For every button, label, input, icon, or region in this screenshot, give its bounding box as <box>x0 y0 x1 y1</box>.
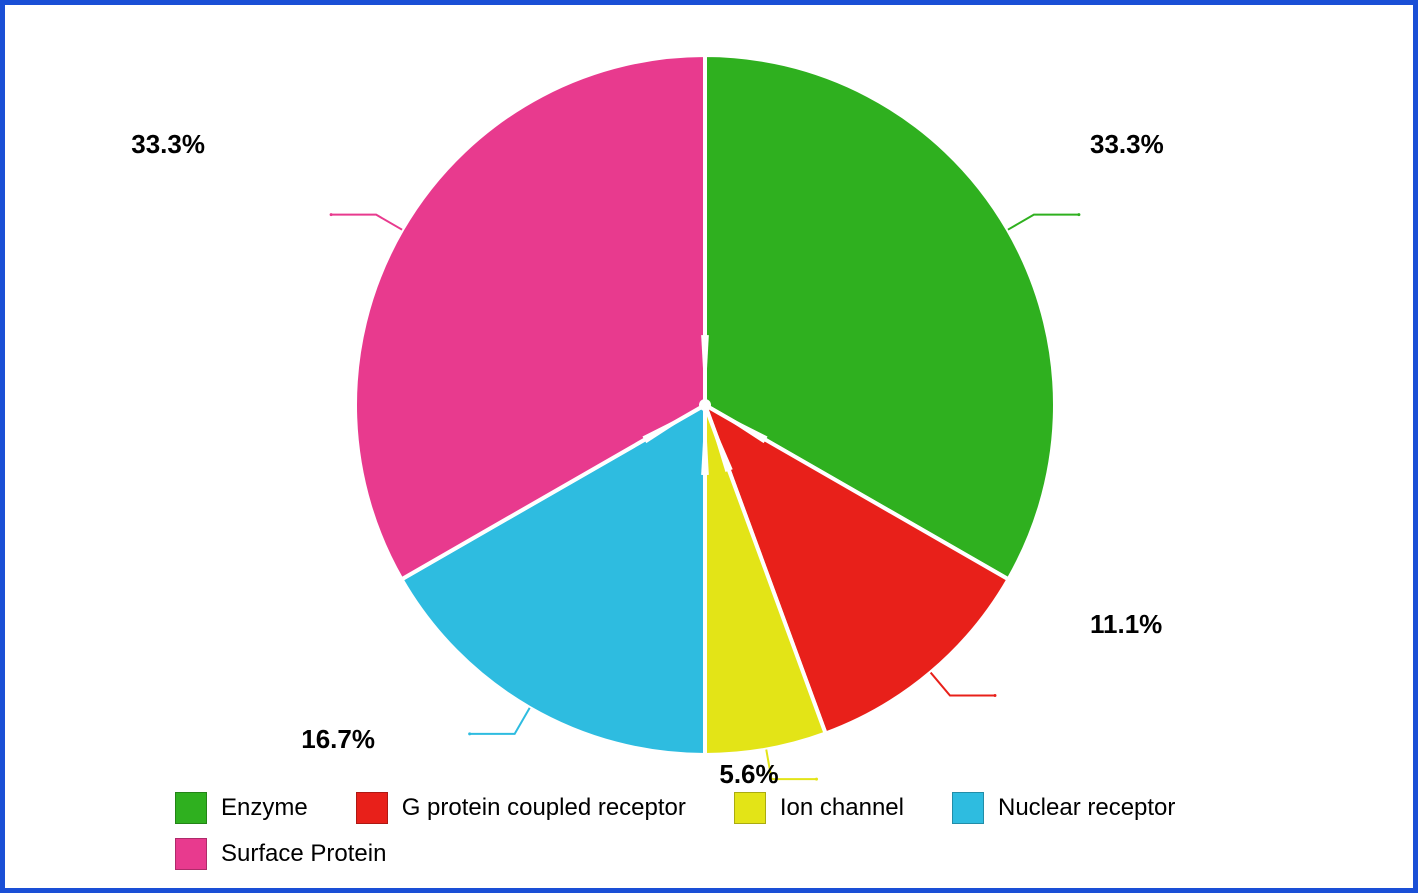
legend-label: Enzyme <box>221 794 308 822</box>
pie-slice-label: 16.7% <box>301 724 375 755</box>
legend-item: G protein coupled receptor <box>356 792 686 824</box>
pie-leader-end <box>468 732 471 735</box>
legend-item: Ion channel <box>734 792 904 824</box>
legend-swatch <box>175 792 207 824</box>
pie-leader-end <box>330 213 333 216</box>
legend: Enzyme G protein coupled receptor Ion chan… <box>175 792 1353 870</box>
legend-label: Nuclear receptor <box>998 794 1175 822</box>
legend-label: Ion channel <box>780 794 904 822</box>
legend-item: Surface Protein <box>175 838 386 870</box>
legend-label: Surface Protein <box>221 840 386 868</box>
pie-slice-label: 11.1% <box>1090 609 1162 640</box>
legend-label: G protein coupled receptor <box>402 794 686 822</box>
legend-swatch <box>734 792 766 824</box>
legend-swatch <box>952 792 984 824</box>
pie-chart-area: 33.3% 11.1% 5.6% 16.7% 33.3% <box>5 5 1413 795</box>
pie-leader-line <box>331 215 402 230</box>
chart-frame: 33.3% 11.1% 5.6% 16.7% 33.3% Enzyme G protein… <box>0 0 1418 893</box>
pie-leader-line <box>931 673 995 696</box>
pie-center-dot <box>699 399 711 411</box>
pie-leader-line <box>1008 215 1079 230</box>
legend-item: Enzyme <box>175 792 308 824</box>
pie-slice-label: 33.3% <box>131 129 205 160</box>
legend-item: Nuclear receptor <box>952 792 1175 824</box>
pie-chart-svg <box>5 5 1413 795</box>
pie-slice-label: 33.3% <box>1090 129 1164 160</box>
pie-slice-label: 5.6% <box>719 759 778 790</box>
pie-leader-end <box>993 694 996 697</box>
legend-swatch <box>175 838 207 870</box>
legend-swatch <box>356 792 388 824</box>
pie-leader-end <box>815 778 818 781</box>
pie-leader-line <box>470 708 530 734</box>
pie-leader-end <box>1077 213 1080 216</box>
